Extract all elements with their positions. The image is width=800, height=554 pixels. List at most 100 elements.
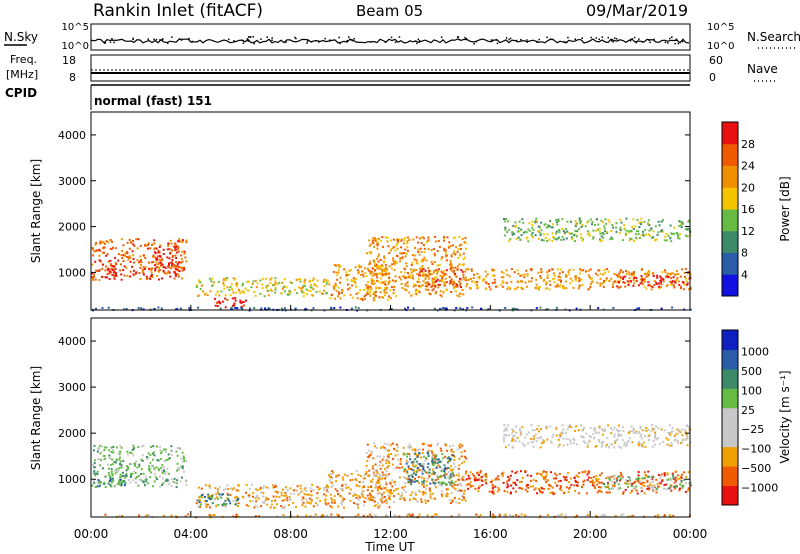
velocity-echo-cell [442, 482, 445, 485]
velocity-echo-cell [477, 490, 480, 493]
power-echo-cell [675, 270, 678, 272]
power-echo-cell [558, 231, 561, 234]
power-echo-cell [592, 236, 595, 239]
power-echo-cell [494, 285, 497, 288]
noise-search-point [348, 36, 350, 38]
x-tick-label: 00:00 [74, 527, 109, 541]
velocity-echo-cell [260, 491, 262, 494]
power-echo-cell [261, 283, 264, 286]
noise-search-point [233, 40, 235, 42]
velocity-echo-cell [676, 428, 679, 431]
velocity-echo-cell [429, 493, 432, 496]
velocity-echo-cell [393, 447, 395, 450]
velocity-echo-cell [276, 491, 279, 494]
power-echo-cell [436, 270, 439, 273]
power-echo-cell [643, 220, 646, 223]
velocity-echo-cell [681, 473, 684, 476]
velocity-echo-cell [434, 467, 437, 470]
power-echo-cell [443, 239, 445, 242]
power-echo-cell [518, 230, 521, 233]
power-echo-cell [476, 280, 479, 283]
power-echo-cell [122, 269, 125, 272]
power-echo-cell [339, 297, 342, 300]
velocity-echo-cell [444, 476, 447, 479]
power-echo-cell [383, 274, 386, 277]
power-echo-cell [375, 286, 378, 289]
velocity-echo-cell [362, 514, 365, 517]
x-tick-label: 12:00 [373, 527, 408, 541]
power-echo-cell [368, 291, 371, 294]
velocity-echo-cell [130, 474, 132, 477]
power-echo-cell [442, 270, 445, 273]
velocity-echo-cell [383, 446, 386, 449]
power-echo-cell [417, 250, 420, 253]
velocity-echo-cell [619, 475, 622, 478]
velocity-echo-cell [374, 469, 377, 472]
velocity-echo-cell [621, 426, 624, 429]
velocity-echo-cell [147, 482, 150, 485]
power-echo-cell [557, 279, 560, 281]
velocity-echo-cell [651, 488, 654, 491]
power-echo-cell [609, 238, 612, 241]
velocity-echo-cell [366, 443, 369, 446]
power-echo-cell [198, 279, 201, 282]
power-echo-cell [517, 281, 520, 284]
power-echo-cell [407, 272, 409, 275]
velocity-echo-cell [280, 491, 283, 494]
velocity-echo-cell [354, 515, 357, 518]
velocity-echo-cell [661, 441, 664, 443]
power-echo-cell [429, 270, 432, 273]
velocity-echo-cell [111, 463, 114, 466]
power-echo-cell [584, 225, 587, 228]
noise-search-point [253, 42, 255, 45]
velocity-echo-cell [507, 424, 510, 427]
velocity-echo-cell [587, 476, 590, 479]
power-echo-cell [170, 249, 173, 252]
velocity-echo-cell [464, 472, 467, 475]
velocity-echo-cell [392, 481, 395, 484]
velocity-echo-cell [450, 480, 453, 483]
velocity-echo-cell [507, 485, 510, 488]
power-echo-cell [123, 265, 126, 268]
velocity-echo-cell [452, 482, 455, 485]
velocity-echo-cell [449, 483, 452, 486]
noise-search-point [546, 36, 548, 39]
velocity-echo-cell [682, 484, 685, 487]
velocity-echo-cell [373, 500, 376, 503]
power-echo-cell [534, 286, 537, 289]
velocity-echo-cell [259, 488, 262, 491]
noise-search-point [490, 39, 493, 41]
power-echo-cell [665, 285, 668, 287]
power-echo-cell [99, 260, 102, 263]
power-echo-cell [621, 239, 624, 242]
velocity-echo-cell [379, 492, 381, 495]
nave-label: Nave [747, 62, 778, 76]
velocity-echo-cell [687, 471, 690, 474]
power-echo-cell [137, 238, 140, 241]
velocity-echo-cell [453, 497, 456, 500]
velocity-echo-cell [456, 490, 459, 492]
velocity-echo-cell [429, 496, 432, 499]
velocity-colorbar-cell [722, 368, 738, 389]
power-echo-cell [366, 292, 369, 295]
velocity-echo-cell [372, 472, 375, 475]
velocity-echo-cell [274, 499, 277, 502]
power-echo-cell [682, 288, 685, 291]
power-echo-cell [281, 281, 284, 284]
velocity-echo-cell [673, 485, 676, 488]
x-tick-label: 00:00 [673, 527, 708, 541]
velocity-echo-cell [552, 477, 555, 480]
power-echo-cell [462, 276, 465, 279]
power-echo-cell [401, 257, 404, 260]
power-echo-cell [375, 264, 378, 266]
power-echo-cell [411, 270, 414, 273]
power-echo-cell [443, 272, 446, 275]
velocity-echo-cell [424, 499, 427, 502]
velocity-echo-cell [640, 437, 643, 440]
power-echo-cell [346, 278, 349, 281]
power-echo-cell [432, 248, 435, 250]
velocity-echo-cell [209, 506, 211, 509]
velocity-echo-cell [600, 490, 603, 493]
power-echo-cell [254, 294, 257, 297]
velocity-echo-cell [650, 481, 653, 484]
